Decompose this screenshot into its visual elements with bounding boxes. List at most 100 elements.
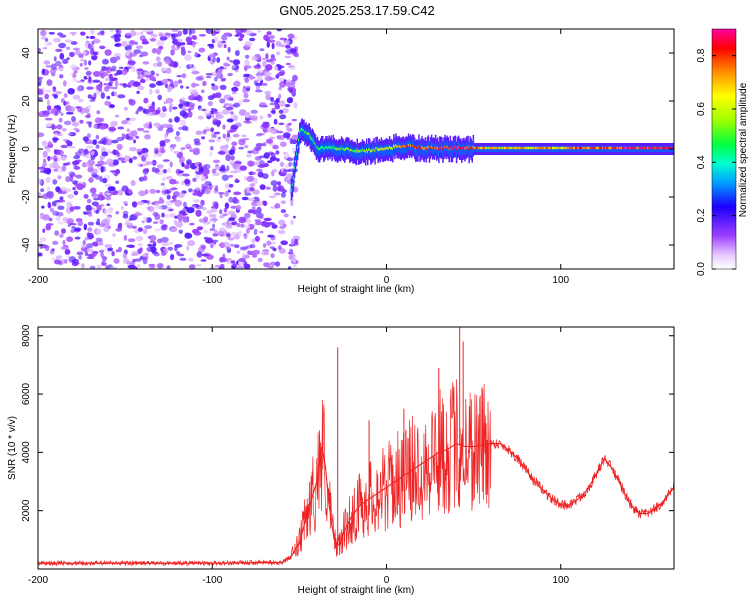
heatmap-ridge-core — [476, 146, 479, 150]
heatmap-noise-cell — [175, 221, 183, 228]
heatmap-noise-cell — [178, 65, 182, 69]
heatmap-noise-cell — [149, 88, 153, 95]
heatmap-noise-cell — [248, 160, 255, 167]
heatmap-noise-cell — [235, 29, 243, 35]
heatmap-noise-cell — [127, 238, 136, 243]
heatmap-noise-cell — [198, 34, 207, 37]
heatmap-ridge-mid — [360, 147, 363, 158]
heatmap-ridge-core — [298, 138, 300, 142]
heatmap-noise-cell — [257, 132, 265, 136]
heatmap-noise-cell — [87, 164, 94, 172]
heatmap-ridge-mid — [394, 142, 396, 154]
heatmap-noise-cell — [73, 190, 79, 196]
heatmap-noise-cell — [138, 176, 144, 182]
heatmap-noise-cell — [244, 144, 249, 149]
heatmap-noise-cell — [150, 70, 155, 76]
heatmap-noise-cell — [263, 243, 267, 248]
heatmap-noise-cell — [121, 120, 129, 125]
heatmap-noise-cell — [87, 232, 94, 240]
heatmap-noise-cell — [83, 194, 89, 199]
heatmap-ridge-core — [583, 146, 585, 150]
heatmap-ridge-core — [514, 146, 516, 150]
heatmap-noise-cell — [62, 239, 66, 246]
heatmap-ridge-core — [434, 145, 437, 148]
heatmap-noise-cell — [47, 141, 53, 146]
heatmap-noise-cell — [233, 115, 239, 122]
heatmap-noise-cell — [206, 210, 212, 215]
heatmap-noise-cell — [80, 31, 86, 36]
heatmap-noise-cell — [58, 117, 63, 123]
heatmap-noise-cell — [209, 184, 215, 189]
heatmap-ridge-core — [360, 149, 363, 153]
heatmap-ridge-mid — [379, 146, 381, 157]
heatmap-ridge-core — [570, 146, 573, 150]
heatmap-noise-cell — [89, 265, 96, 269]
heatmap-noise-cell — [219, 66, 224, 70]
heatmap-ridge-core — [535, 146, 537, 150]
heatmap-ridge-core — [588, 146, 591, 150]
heatmap-noise-cell — [204, 181, 212, 186]
heatmap-noise-cell — [101, 151, 109, 157]
heatmap-noise-cell — [202, 129, 207, 135]
heatmap-noise-cell — [41, 110, 47, 114]
heatmap-noise-cell — [180, 147, 186, 150]
heatmap-noise-cell — [279, 161, 285, 167]
heatmap-noise-cell — [149, 83, 156, 88]
heatmap-ridge-core — [359, 149, 362, 153]
heatmap-noise-cell — [226, 118, 234, 123]
heatmap-noise-cell — [170, 254, 175, 261]
heatmap-ridge-core — [586, 146, 588, 150]
colorbar-tick-label: 0.0 — [696, 262, 707, 276]
heatmap-noise-cell — [247, 209, 254, 214]
heatmap-noise-cell — [155, 89, 160, 94]
heatmap-ridge-core — [657, 146, 660, 150]
heatmap-noise-cell — [187, 111, 193, 118]
heatmap-noise-cell — [261, 173, 269, 180]
heatmap-noise-cell — [262, 200, 268, 206]
heatmap-noise-cell — [209, 151, 213, 157]
heatmap-noise-cell — [71, 116, 76, 123]
heatmap-noise-cell — [76, 251, 84, 256]
heatmap-ridge-core — [306, 132, 308, 135]
heatmap-noise-cell — [267, 113, 272, 118]
heatmap-ridge-core — [323, 147, 325, 151]
heatmap-ridge-core — [646, 146, 648, 150]
heatmap-ridge-mid — [353, 146, 355, 158]
heatmap-noise-cell — [78, 255, 82, 260]
heatmap-noise-cell — [229, 243, 235, 247]
heatmap-ridge-core — [331, 147, 333, 150]
heatmap-noise-cell — [70, 41, 78, 45]
heatmap-ridge-core — [468, 148, 470, 151]
heatmap-ridge-core — [585, 146, 587, 150]
heatmap-ridge-mid — [337, 145, 340, 156]
heatmap-noise-cell — [217, 151, 226, 155]
snr-ylabel: SNR (10 * v/v) — [7, 416, 18, 480]
heatmap-ridge-core — [427, 145, 430, 149]
heatmap-ridge-core — [365, 148, 368, 151]
heatmap-ridge-core — [329, 146, 331, 149]
heatmap-noise-cell — [84, 250, 89, 257]
heatmap-ridge-mid — [422, 144, 424, 155]
heatmap-ridge-core — [348, 147, 350, 151]
heatmap-noise-cell — [91, 252, 97, 257]
colorbar: 0.0 0.2 0.4 0.6 0.8 Normalized spectral ampl… — [696, 28, 749, 276]
heatmap-noise-cell — [210, 208, 218, 213]
heatmap-noise-cell — [161, 176, 166, 182]
heatmap-noise-cell — [114, 44, 120, 47]
heatmap-noise-cell — [169, 178, 177, 185]
heatmap-ridge-core — [496, 146, 499, 150]
heatmap-noise-cell — [38, 47, 41, 54]
heatmap-noise-cell — [44, 89, 52, 93]
heatmap-ridge-core — [590, 146, 593, 150]
heatmap-ridge-mid — [386, 144, 389, 156]
heatmap-noise-cell — [198, 162, 202, 169]
heatmap-ridge-core — [539, 146, 541, 150]
heatmap-noise-cell — [84, 67, 89, 70]
heatmap-ridge-core — [568, 146, 571, 150]
heatmap-ridge-core — [609, 146, 611, 150]
heatmap-noise-cell — [125, 51, 130, 56]
heatmap-ridge-mid — [415, 145, 417, 157]
heatmap-noise-cell — [112, 233, 116, 237]
heatmap-noise-cell — [236, 222, 241, 228]
heatmap-noise-cell — [110, 120, 118, 127]
